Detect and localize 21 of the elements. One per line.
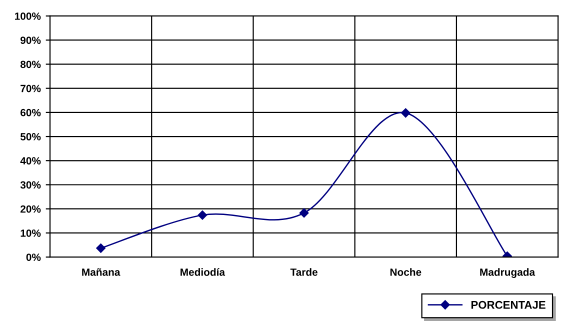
y-tick-label: 100% bbox=[15, 12, 41, 20]
y-tick-label: 50% bbox=[20, 133, 41, 140]
x-tick-label: Madrugada bbox=[480, 268, 536, 278]
y-tick-label: 30% bbox=[20, 181, 41, 189]
y-tick-label: 40% bbox=[20, 157, 41, 165]
y-tick-label: 60% bbox=[20, 108, 41, 116]
point bbox=[198, 210, 208, 220]
x-tick-label: Mediodía bbox=[180, 268, 226, 276]
y-tick-label: 90% bbox=[20, 36, 41, 44]
y-tick-label: 80% bbox=[20, 60, 41, 68]
legend-label: PORCENTAJE bbox=[471, 300, 546, 309]
point bbox=[96, 244, 106, 253]
x-tick-label: Noche bbox=[390, 268, 422, 276]
y-tick-label: 10% bbox=[20, 229, 41, 237]
x-tick-label: Tarde bbox=[290, 268, 318, 276]
x-tick-label: Mañana bbox=[82, 268, 120, 276]
y-tick-label: 20% bbox=[20, 205, 41, 213]
y-tick-label: 0% bbox=[26, 254, 41, 261]
point bbox=[299, 208, 309, 218]
y-tick-label: 70% bbox=[20, 84, 41, 92]
point bbox=[401, 108, 410, 118]
